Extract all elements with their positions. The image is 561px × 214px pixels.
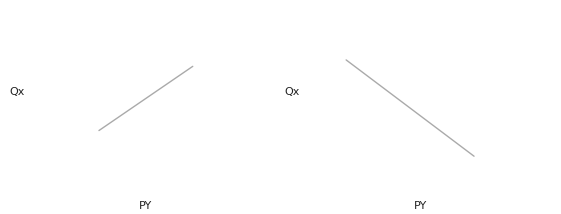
Text: PY: PY <box>139 201 153 211</box>
Text: Qx: Qx <box>284 87 300 97</box>
Text: Qx: Qx <box>10 87 25 97</box>
Text: PY: PY <box>414 201 427 211</box>
